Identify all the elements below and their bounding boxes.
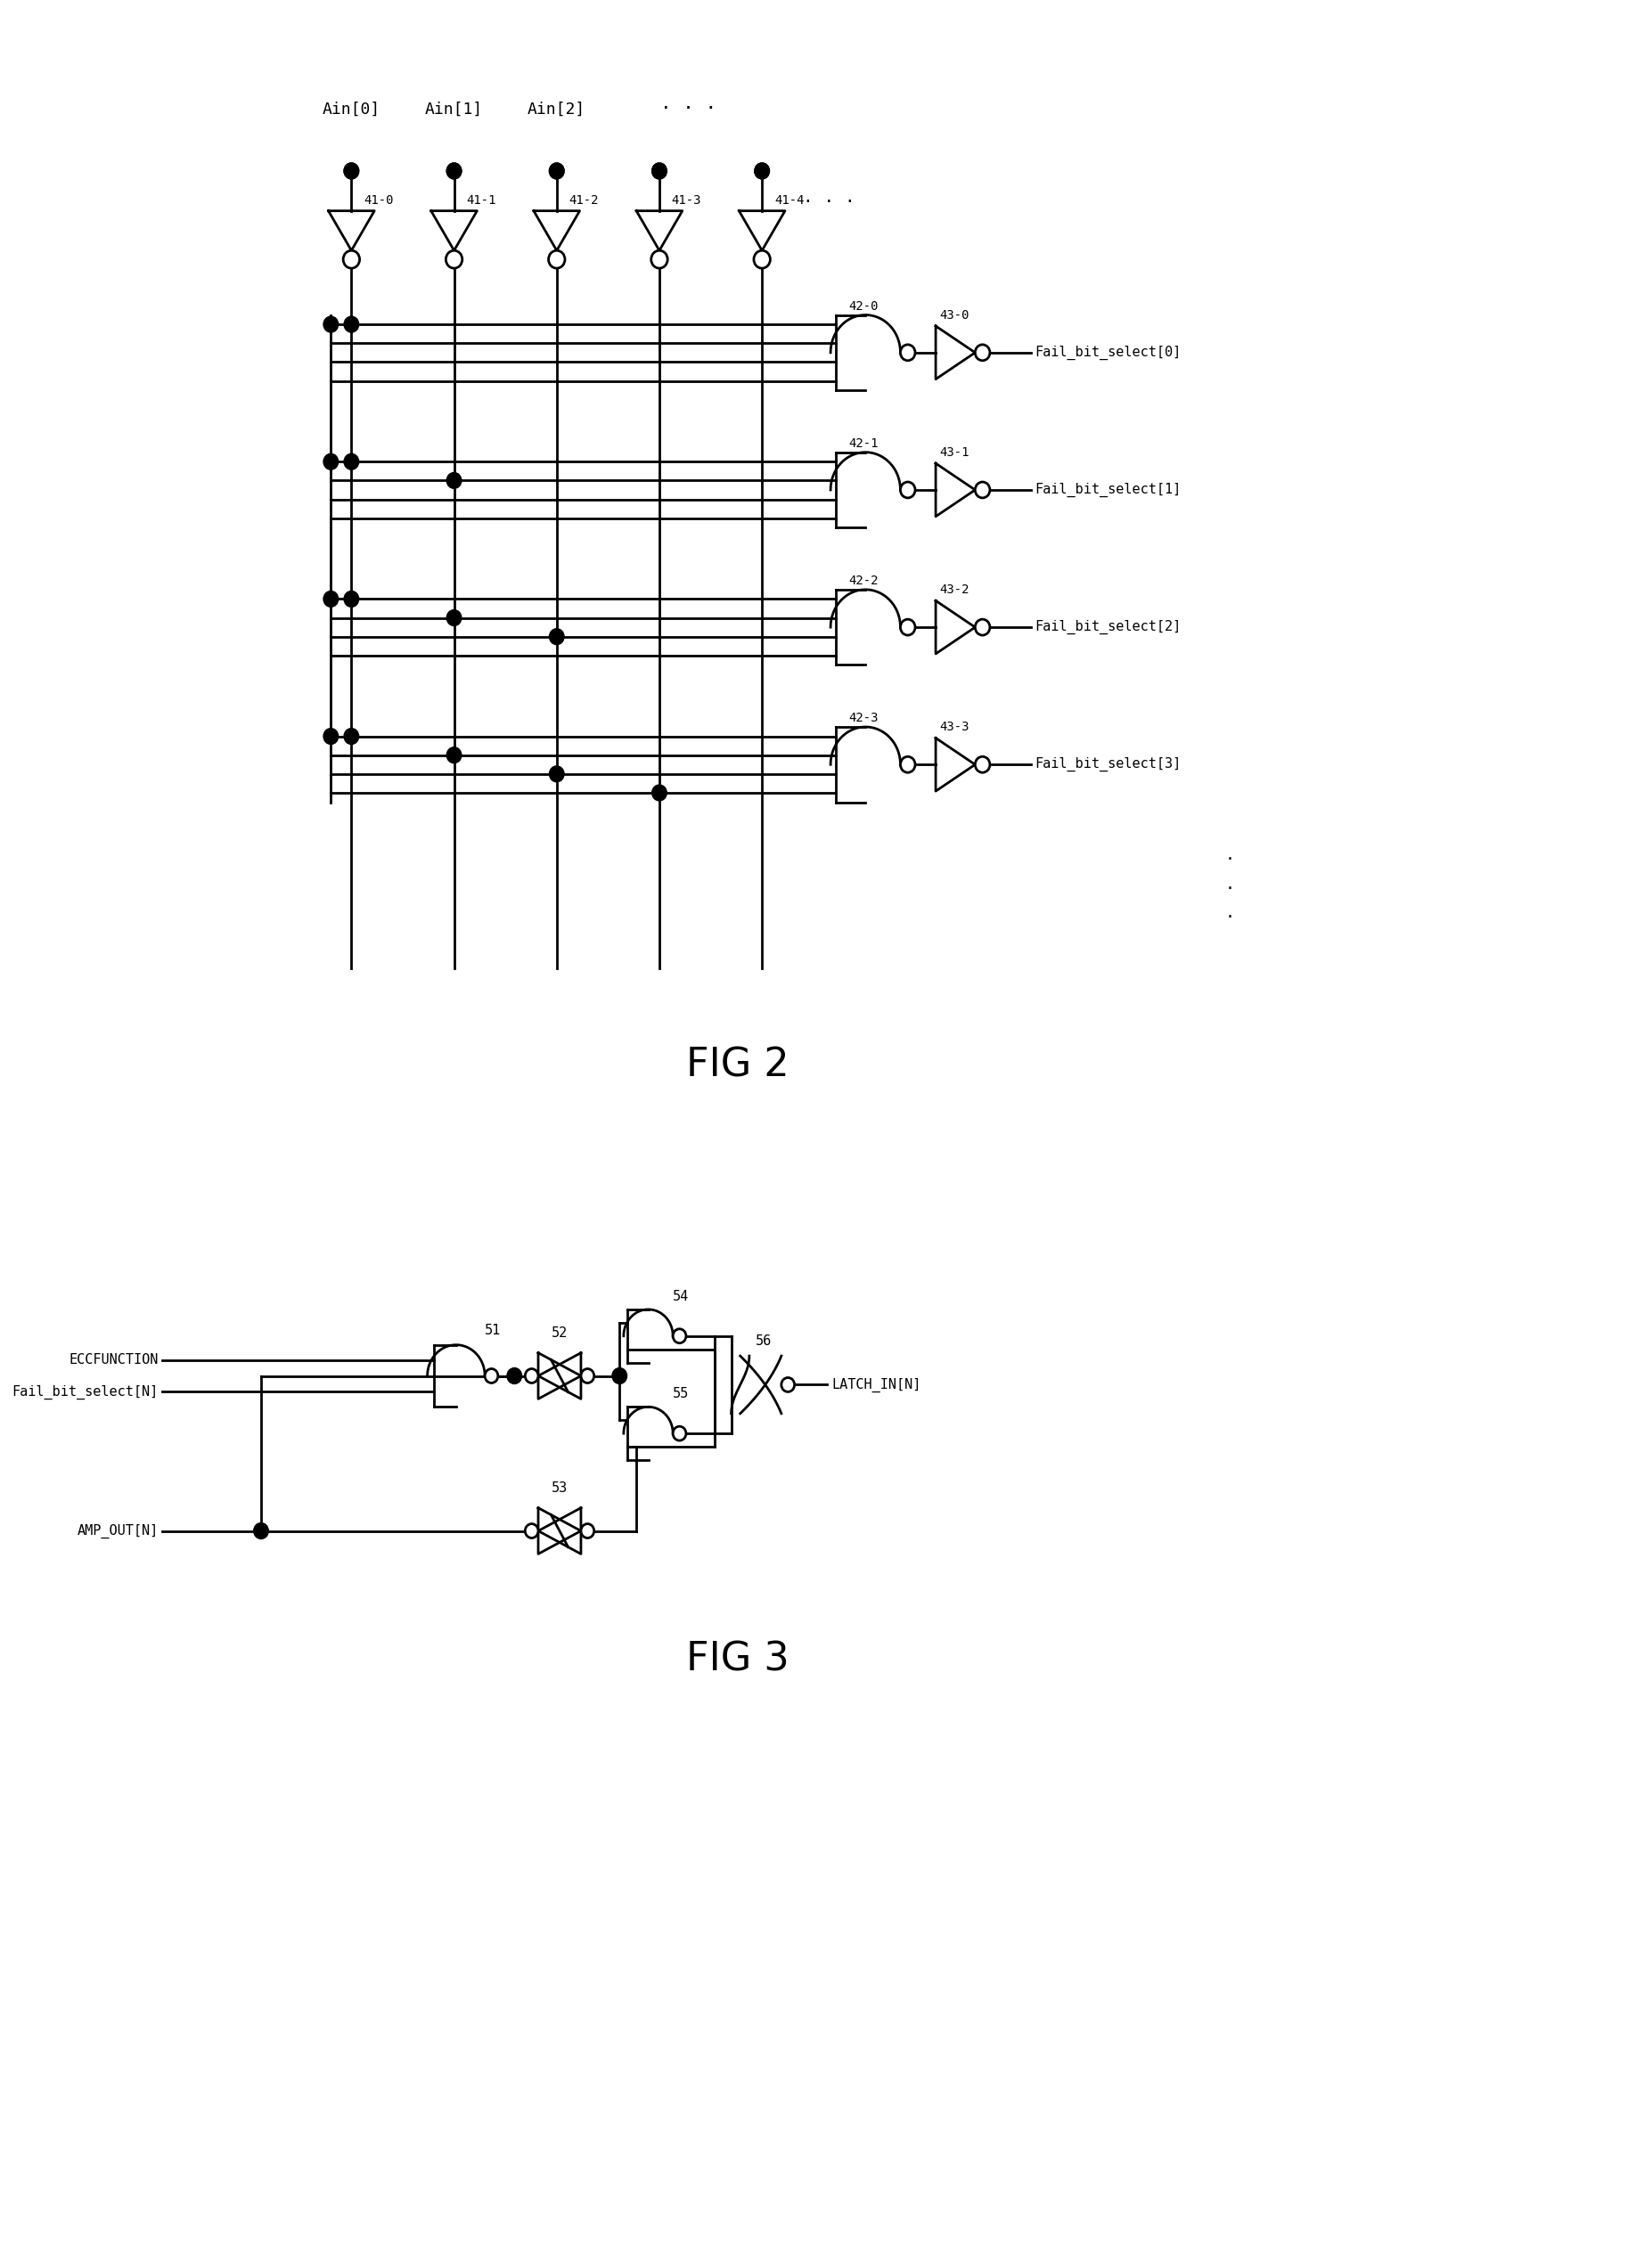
Circle shape xyxy=(975,619,990,635)
Circle shape xyxy=(581,1524,594,1538)
Circle shape xyxy=(900,619,915,635)
Circle shape xyxy=(446,472,461,488)
Circle shape xyxy=(344,728,358,744)
Circle shape xyxy=(324,315,339,333)
Text: Fail_bit_select[2]: Fail_bit_select[2] xyxy=(1035,619,1182,635)
Circle shape xyxy=(975,758,990,773)
Circle shape xyxy=(581,1370,594,1383)
Text: ECCFUNCTION: ECCFUNCTION xyxy=(68,1354,158,1368)
Circle shape xyxy=(549,163,563,179)
Text: 41-2: 41-2 xyxy=(570,195,599,206)
Circle shape xyxy=(344,454,358,469)
Circle shape xyxy=(781,1377,794,1393)
Circle shape xyxy=(612,1368,627,1383)
Text: 54: 54 xyxy=(672,1290,689,1304)
Text: 41-3: 41-3 xyxy=(672,195,702,206)
Circle shape xyxy=(975,345,990,361)
Circle shape xyxy=(754,249,770,268)
Circle shape xyxy=(344,592,358,608)
Circle shape xyxy=(900,345,915,361)
Circle shape xyxy=(549,163,563,179)
Text: 43-1: 43-1 xyxy=(939,447,970,458)
Circle shape xyxy=(446,610,461,626)
Circle shape xyxy=(526,1370,539,1383)
Text: 43-3: 43-3 xyxy=(939,721,970,733)
Text: Ain[0]: Ain[0] xyxy=(322,102,381,118)
Circle shape xyxy=(344,163,358,179)
Text: Fail_bit_select[N]: Fail_bit_select[N] xyxy=(11,1383,158,1399)
Circle shape xyxy=(344,249,360,268)
Text: 55: 55 xyxy=(672,1388,689,1402)
Circle shape xyxy=(672,1329,685,1343)
Text: Fail_bit_select[3]: Fail_bit_select[3] xyxy=(1035,758,1182,771)
Circle shape xyxy=(324,454,339,469)
Text: 52: 52 xyxy=(552,1327,568,1340)
Circle shape xyxy=(254,1522,269,1540)
Text: ·
·
·: · · · xyxy=(1228,850,1234,928)
Text: 41-4: 41-4 xyxy=(775,195,804,206)
Text: 41-1: 41-1 xyxy=(466,195,497,206)
Circle shape xyxy=(344,163,358,179)
Text: Ain[1]: Ain[1] xyxy=(425,102,484,118)
Circle shape xyxy=(446,163,461,179)
Circle shape xyxy=(526,1524,539,1538)
Circle shape xyxy=(900,481,915,499)
Circle shape xyxy=(651,163,667,179)
Text: 53: 53 xyxy=(552,1481,568,1495)
Text: 51: 51 xyxy=(485,1325,501,1336)
Circle shape xyxy=(324,592,339,608)
Circle shape xyxy=(324,728,339,744)
Circle shape xyxy=(549,628,563,644)
Text: 41-0: 41-0 xyxy=(363,195,394,206)
Circle shape xyxy=(549,767,563,782)
Circle shape xyxy=(651,163,667,179)
Text: FIG 2: FIG 2 xyxy=(685,1046,790,1084)
Text: Fail_bit_select[1]: Fail_bit_select[1] xyxy=(1035,483,1182,497)
Text: Ain[2]: Ain[2] xyxy=(527,102,586,118)
Circle shape xyxy=(651,249,667,268)
Circle shape xyxy=(900,758,915,773)
Text: 43-2: 43-2 xyxy=(939,583,970,596)
Text: 43-0: 43-0 xyxy=(939,308,970,322)
Circle shape xyxy=(651,785,667,801)
Circle shape xyxy=(755,163,770,179)
Circle shape xyxy=(446,746,461,762)
Text: · · ·: · · · xyxy=(803,193,855,211)
Text: Fail_bit_select[0]: Fail_bit_select[0] xyxy=(1035,345,1182,361)
Circle shape xyxy=(672,1427,685,1440)
Text: AMP_OUT[N]: AMP_OUT[N] xyxy=(77,1524,158,1538)
Circle shape xyxy=(446,163,461,179)
Text: 42-0: 42-0 xyxy=(848,299,877,313)
Text: 42-3: 42-3 xyxy=(848,712,877,723)
Text: 42-1: 42-1 xyxy=(848,438,877,449)
Text: LATCH_IN[N]: LATCH_IN[N] xyxy=(832,1377,921,1393)
Circle shape xyxy=(975,481,990,499)
Text: 42-2: 42-2 xyxy=(848,574,877,587)
Circle shape xyxy=(485,1370,498,1383)
Text: FIG 3: FIG 3 xyxy=(685,1640,790,1678)
Circle shape xyxy=(506,1368,523,1383)
Circle shape xyxy=(549,249,565,268)
Text: 56: 56 xyxy=(755,1334,772,1347)
Circle shape xyxy=(755,163,770,179)
Circle shape xyxy=(344,315,358,333)
Circle shape xyxy=(446,249,462,268)
Text: · · ·: · · · xyxy=(659,100,716,118)
